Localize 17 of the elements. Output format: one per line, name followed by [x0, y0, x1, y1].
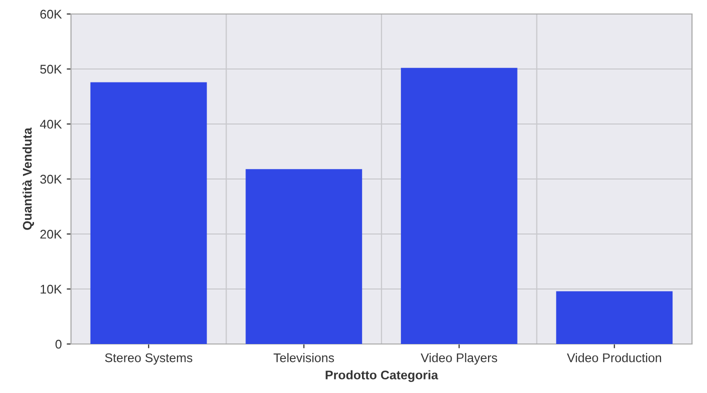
y-tick-label: 10K: [40, 284, 62, 294]
bar: [400, 68, 518, 344]
y-axis-title: Quantità Venduta: [22, 128, 34, 230]
y-tick-label: 30K: [40, 174, 62, 184]
y-tick-label: 50K: [40, 64, 62, 74]
x-tick-label: Video Production: [566, 353, 662, 362]
bar: [556, 291, 673, 344]
y-tick-label: 0: [56, 340, 62, 349]
bar: [246, 169, 362, 344]
x-tick-label: Televisions: [274, 353, 334, 362]
x-tick-label: Stereo Systems: [105, 353, 192, 365]
x-axis-title: Prodotto Categoria: [326, 370, 438, 382]
y-tick-label: 20K: [40, 230, 62, 239]
x-tick-label: Video Players: [420, 353, 498, 365]
bar: [90, 82, 207, 344]
y-tick-label: 40K: [40, 120, 62, 129]
y-tick-label: 60K: [40, 10, 62, 19]
